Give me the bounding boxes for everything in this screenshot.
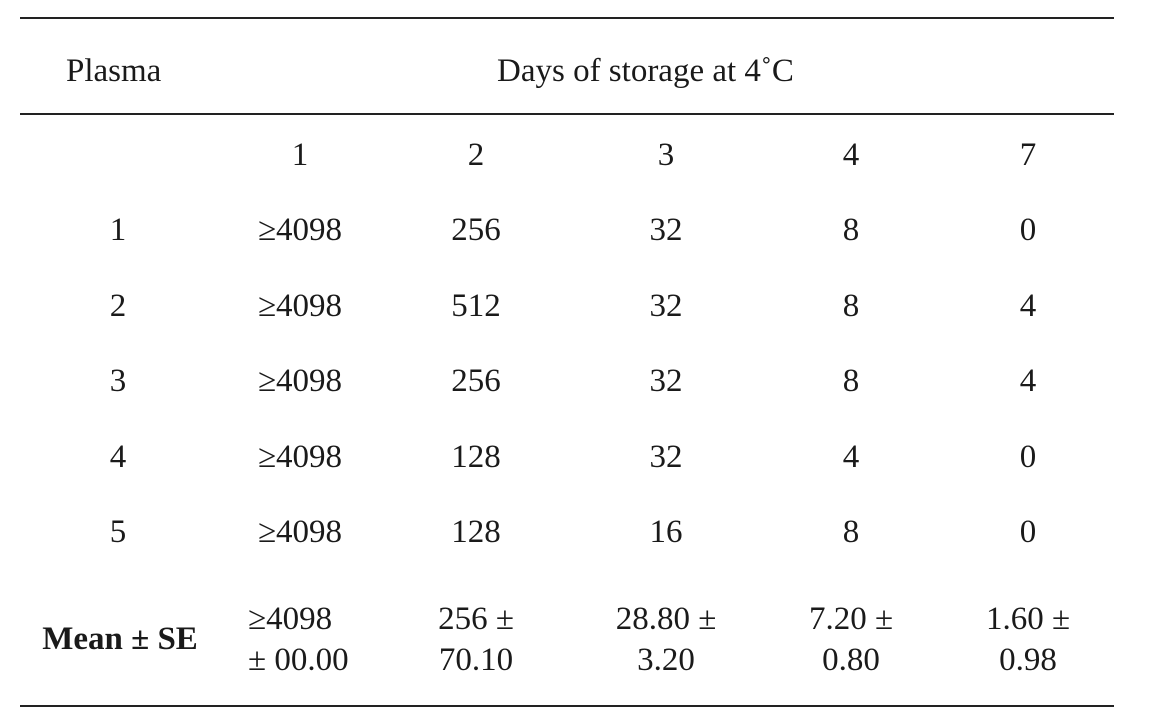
header-days-of-storage: Days of storage at 4˚C [497, 53, 794, 89]
value-cell: ≥4098 [257, 212, 343, 248]
value-cell: ≥4098 [257, 363, 343, 399]
header-plasma: Plasma [66, 53, 162, 89]
value-cell: 32 [649, 212, 683, 248]
value-cell: 128 [451, 439, 501, 475]
se-value-line: ± 00.00 [248, 642, 349, 678]
plasma-id: 4 [109, 439, 127, 475]
value-cell: ≥4098 [257, 514, 343, 550]
value-cell: 8 [842, 288, 860, 324]
value-cell: 4 [1019, 288, 1037, 324]
value-cell: 128 [451, 514, 501, 550]
day-header: 7 [1019, 137, 1037, 173]
value-cell: 32 [649, 288, 683, 324]
value-cell: 4 [1019, 363, 1037, 399]
bottom-rule [20, 705, 1114, 707]
value-cell: ≥4098 [257, 288, 343, 324]
se-value-line: 70.10 [438, 642, 514, 678]
value-cell: 256 [451, 212, 501, 248]
plasma-id: 5 [109, 514, 127, 550]
day-header: 4 [842, 137, 860, 173]
value-cell: 32 [649, 363, 683, 399]
value-cell: 4 [842, 439, 860, 475]
mean-value-line: 28.80 ± [615, 601, 717, 637]
value-cell: 8 [842, 212, 860, 248]
value-cell: 8 [842, 514, 860, 550]
se-value-line: 3.20 [637, 642, 695, 678]
plasma-id: 2 [109, 288, 127, 324]
mean-row-label: Mean ± SE [42, 621, 198, 657]
day-header: 3 [657, 137, 675, 173]
value-cell: 0 [1019, 514, 1037, 550]
value-cell: 32 [649, 439, 683, 475]
value-cell: ≥4098 [257, 439, 343, 475]
mean-value-line: 1.60 ± [985, 601, 1071, 637]
plasma-id: 3 [109, 363, 127, 399]
top-rule [20, 17, 1114, 19]
value-cell: 16 [649, 514, 683, 550]
day-header: 2 [467, 137, 485, 173]
value-cell: 512 [451, 288, 501, 324]
se-value-line: 0.80 [822, 642, 880, 678]
value-cell: 256 [451, 363, 501, 399]
value-cell: 8 [842, 363, 860, 399]
se-value-line: 0.98 [999, 642, 1057, 678]
mean-value-line: 7.20 ± [808, 601, 894, 637]
mean-value-line: ≥4098 [248, 601, 333, 637]
value-cell: 0 [1019, 212, 1037, 248]
header-rule [20, 113, 1114, 115]
plasma-id: 1 [109, 212, 127, 248]
value-cell: 0 [1019, 439, 1037, 475]
mean-value-line: 256 ± [438, 601, 514, 637]
day-header: 1 [291, 137, 309, 173]
